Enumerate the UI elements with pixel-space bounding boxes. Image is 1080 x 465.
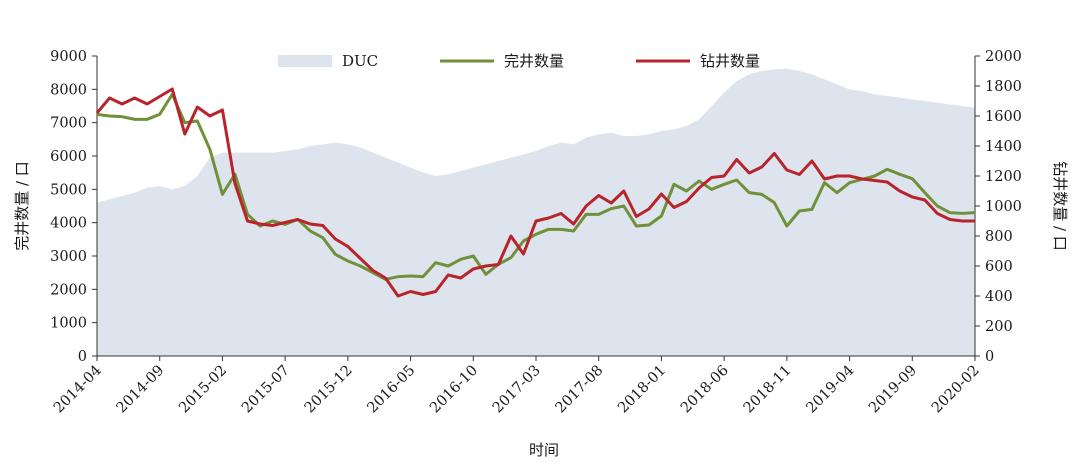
left-y-tick-label: 2000 xyxy=(50,282,87,298)
x-axis-title: 时间 xyxy=(529,441,559,459)
legend-completed-label: 完井数量 xyxy=(504,52,564,70)
drilled-wells-line xyxy=(95,87,975,298)
right-y-tick-label: 0 xyxy=(985,349,994,365)
left-y-tick-label: 9000 xyxy=(50,49,87,65)
x-tick-label: 2015-07 xyxy=(239,363,293,417)
x-tick-label: 2018-01 xyxy=(615,363,669,417)
right-y-tick-label: 1000 xyxy=(985,199,1022,215)
x-tick-label: 2019-09 xyxy=(866,363,920,417)
left-y-tick-label: 3000 xyxy=(50,249,87,265)
left-y-axis-title: 完井数量 / 口 xyxy=(13,161,31,251)
x-tick-label: 2018-11 xyxy=(741,363,795,417)
left-y-tick-label: 7000 xyxy=(50,116,87,132)
right-y-tick-label: 800 xyxy=(985,229,1013,245)
x-tick-label: 2016-05 xyxy=(365,363,419,417)
legend: DUC 完井数量 钻井数量 xyxy=(278,52,760,70)
series-lines-layer xyxy=(95,87,976,298)
right-y-tick-label: 200 xyxy=(985,319,1013,335)
x-tick-label: 2015-12 xyxy=(302,363,356,417)
x-tick-label: 2017-03 xyxy=(490,363,544,417)
left-y-tick-label: 8000 xyxy=(50,82,87,98)
right-y-tick-label: 600 xyxy=(985,259,1013,275)
right-y-tick-label: 1600 xyxy=(985,109,1022,125)
x-tick-label: 2019-04 xyxy=(804,363,858,417)
right-y-tick-label: 2000 xyxy=(985,49,1022,65)
x-tick-label: 2015-02 xyxy=(176,363,230,417)
left-y-tick-label: 4000 xyxy=(50,216,87,232)
x-tick-label: 2017-08 xyxy=(553,363,607,417)
x-tick-label: 2018-06 xyxy=(678,363,732,417)
left-y-tick-label: 0 xyxy=(78,349,87,365)
left-y-tick-label: 1000 xyxy=(50,316,87,332)
right-y-tick-label: 1200 xyxy=(985,169,1022,185)
left-y-tick-label: 6000 xyxy=(50,149,87,165)
right-y-axis-title: 钻井数量 / 口 xyxy=(1051,161,1069,251)
duc-area xyxy=(97,68,975,357)
x-tick-label: 2020-02 xyxy=(929,363,983,417)
legend-duc-swatch xyxy=(278,55,332,67)
x-tick-label: 2016-10 xyxy=(427,363,481,417)
x-tick-label: 2014-09 xyxy=(114,363,168,417)
left-y-tick-label: 5000 xyxy=(50,182,87,198)
completed-wells-line xyxy=(96,92,976,281)
right-y-tick-label: 400 xyxy=(985,289,1013,305)
legend-drilled-label: 钻井数量 xyxy=(700,52,760,70)
duc-area-layer xyxy=(97,68,975,357)
x-tick-label: 2014-04 xyxy=(51,363,105,417)
right-y-tick-label: 1400 xyxy=(985,139,1022,155)
legend-duc-label: DUC xyxy=(342,52,378,70)
right-y-tick-label: 1800 xyxy=(985,79,1022,95)
